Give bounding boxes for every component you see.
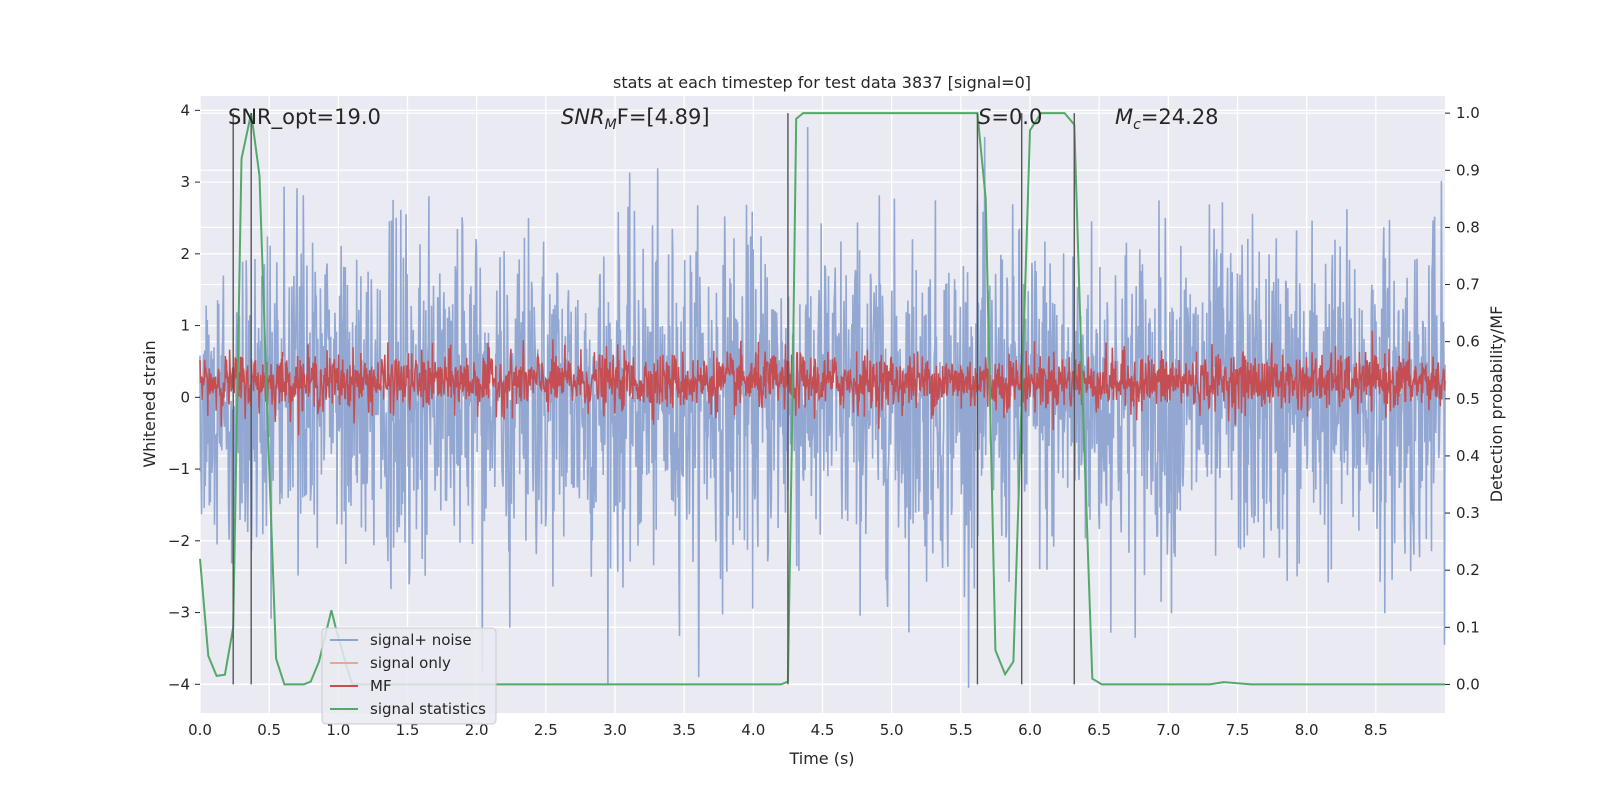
x-tick-label-6: 3.0: [603, 721, 627, 739]
x-axis-ticks: 0.0 0.5 1.0 1.5 2.0 2.5 3.0 3.5 4.0 4.5 5.0 5.5 6.0 6…: [188, 721, 1388, 739]
x-tick-label-17: 8.5: [1364, 721, 1388, 739]
y-right-tick-label-8: 0.8: [1456, 218, 1480, 236]
y-axis-right-label: Detection probability/MF: [1487, 306, 1506, 503]
y-left-tick-label-5: 1: [180, 317, 190, 335]
y-right-tick-label-4: 0.4: [1456, 447, 1480, 465]
legend-label-mf: MF: [370, 677, 392, 695]
y-left-tick-label-0: −4: [168, 675, 190, 693]
series-signal-noise: [199, 127, 1446, 688]
y-left-tick-label-7: 3: [180, 173, 190, 191]
x-tick-label-1: 0.5: [257, 721, 281, 739]
annotation-mc-main: M: [1115, 105, 1133, 129]
y-right-tick-label-0: 0.0: [1456, 675, 1480, 693]
x-tick-label-8: 4.0: [741, 721, 765, 739]
legend-label-signal-noise: signal+ noise: [370, 631, 472, 649]
x-tick-label-2: 1.0: [326, 721, 350, 739]
x-axis-label: Time (s): [788, 749, 854, 768]
chart-title: stats at each timestep for test data 383…: [613, 73, 1031, 92]
y-axis-left-ticks: −4 −3 −2 −1 0 1 2 3 4: [168, 101, 200, 693]
vertical-markers: [232, 113, 1075, 685]
x-tick-label-0: 0.0: [188, 721, 212, 739]
x-tick-label-5: 2.5: [534, 721, 558, 739]
x-tick-label-16: 8.0: [1295, 721, 1319, 739]
y-right-tick-label-9: 0.9: [1456, 161, 1480, 179]
y-left-tick-label-2: −2: [168, 532, 190, 550]
x-tick-label-15: 7.5: [1226, 721, 1250, 739]
y-right-tick-label-7: 0.7: [1456, 276, 1480, 294]
legend: signal+ noise signal only MF signal stat…: [321, 627, 497, 725]
y-right-tick-label-1: 0.1: [1456, 618, 1480, 636]
x-tick-label-11: 5.5: [949, 721, 973, 739]
series-layer: [199, 112, 1446, 688]
annotation-mc-sub: c: [1133, 117, 1141, 133]
annotation-snr-mf-main: SNR: [561, 105, 605, 129]
annotation-mc: Mc=24.28: [1115, 105, 1219, 133]
y-left-tick-label-3: −1: [168, 460, 190, 478]
annotation-snr-mf-rest: F=[4.89]: [617, 105, 710, 129]
y-left-tick-label-8: 4: [180, 101, 190, 119]
y-right-tick-label-5: 0.5: [1456, 390, 1480, 408]
annotation-snr-mf-sub: M: [605, 117, 617, 133]
x-tick-label-3: 1.5: [396, 721, 420, 739]
legend-box: [321, 627, 497, 725]
annotation-s-rest: =0.0: [991, 105, 1042, 129]
y-right-tick-label-3: 0.3: [1456, 504, 1480, 522]
y-left-tick-label-6: 2: [180, 245, 190, 263]
y-left-tick-label-1: −3: [168, 604, 190, 622]
y-right-tick-label-6: 0.6: [1456, 333, 1480, 351]
x-tick-label-14: 7.0: [1156, 721, 1180, 739]
x-tick-label-7: 3.5: [672, 721, 696, 739]
annotation-snr-opt: SNR_opt=19.0: [228, 105, 381, 130]
x-tick-label-9: 4.5: [811, 721, 835, 739]
y-axis-right-ticks: 0.0 0.1 0.2 0.3 0.4 0.5 0.6 0.7 0.8 0.9 1.0: [1445, 104, 1480, 693]
annotation-s-main: S: [978, 105, 991, 129]
x-tick-label-12: 6.0: [1018, 721, 1042, 739]
annotation-snr-mf: SNRMF=[4.89]: [561, 105, 710, 133]
legend-label-signal-only: signal only: [370, 654, 451, 672]
y-left-tick-label-4: 0: [180, 388, 190, 406]
y-right-tick-label-2: 0.2: [1456, 561, 1480, 579]
annotations: SNR_opt=19.0 SNRMF=[4.89] S=0.0 Mc=24.28: [228, 105, 1219, 133]
x-tick-label-10: 5.0: [880, 721, 904, 739]
x-tick-label-4: 2.0: [465, 721, 489, 739]
x-tick-label-13: 6.5: [1087, 721, 1111, 739]
legend-label-signal-statistics: signal statistics: [370, 700, 486, 718]
series-mf: [199, 330, 1446, 436]
y-right-tick-label-10: 1.0: [1456, 104, 1480, 122]
annotation-mc-rest: =24.28: [1141, 105, 1219, 129]
y-axis-left-label: Whitened strain: [140, 340, 159, 467]
annotation-s: S=0.0: [978, 105, 1042, 129]
